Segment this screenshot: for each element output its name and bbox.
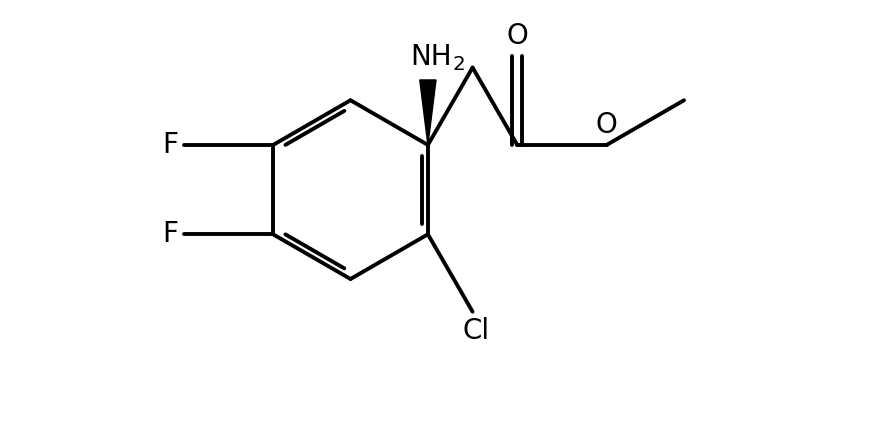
Text: NH: NH [410, 43, 452, 71]
Text: O: O [596, 111, 617, 139]
Text: F: F [162, 220, 178, 248]
Text: O: O [506, 22, 528, 50]
Text: Cl: Cl [462, 317, 489, 345]
Polygon shape [420, 80, 436, 145]
Text: F: F [162, 131, 178, 159]
Text: 2: 2 [452, 55, 465, 74]
